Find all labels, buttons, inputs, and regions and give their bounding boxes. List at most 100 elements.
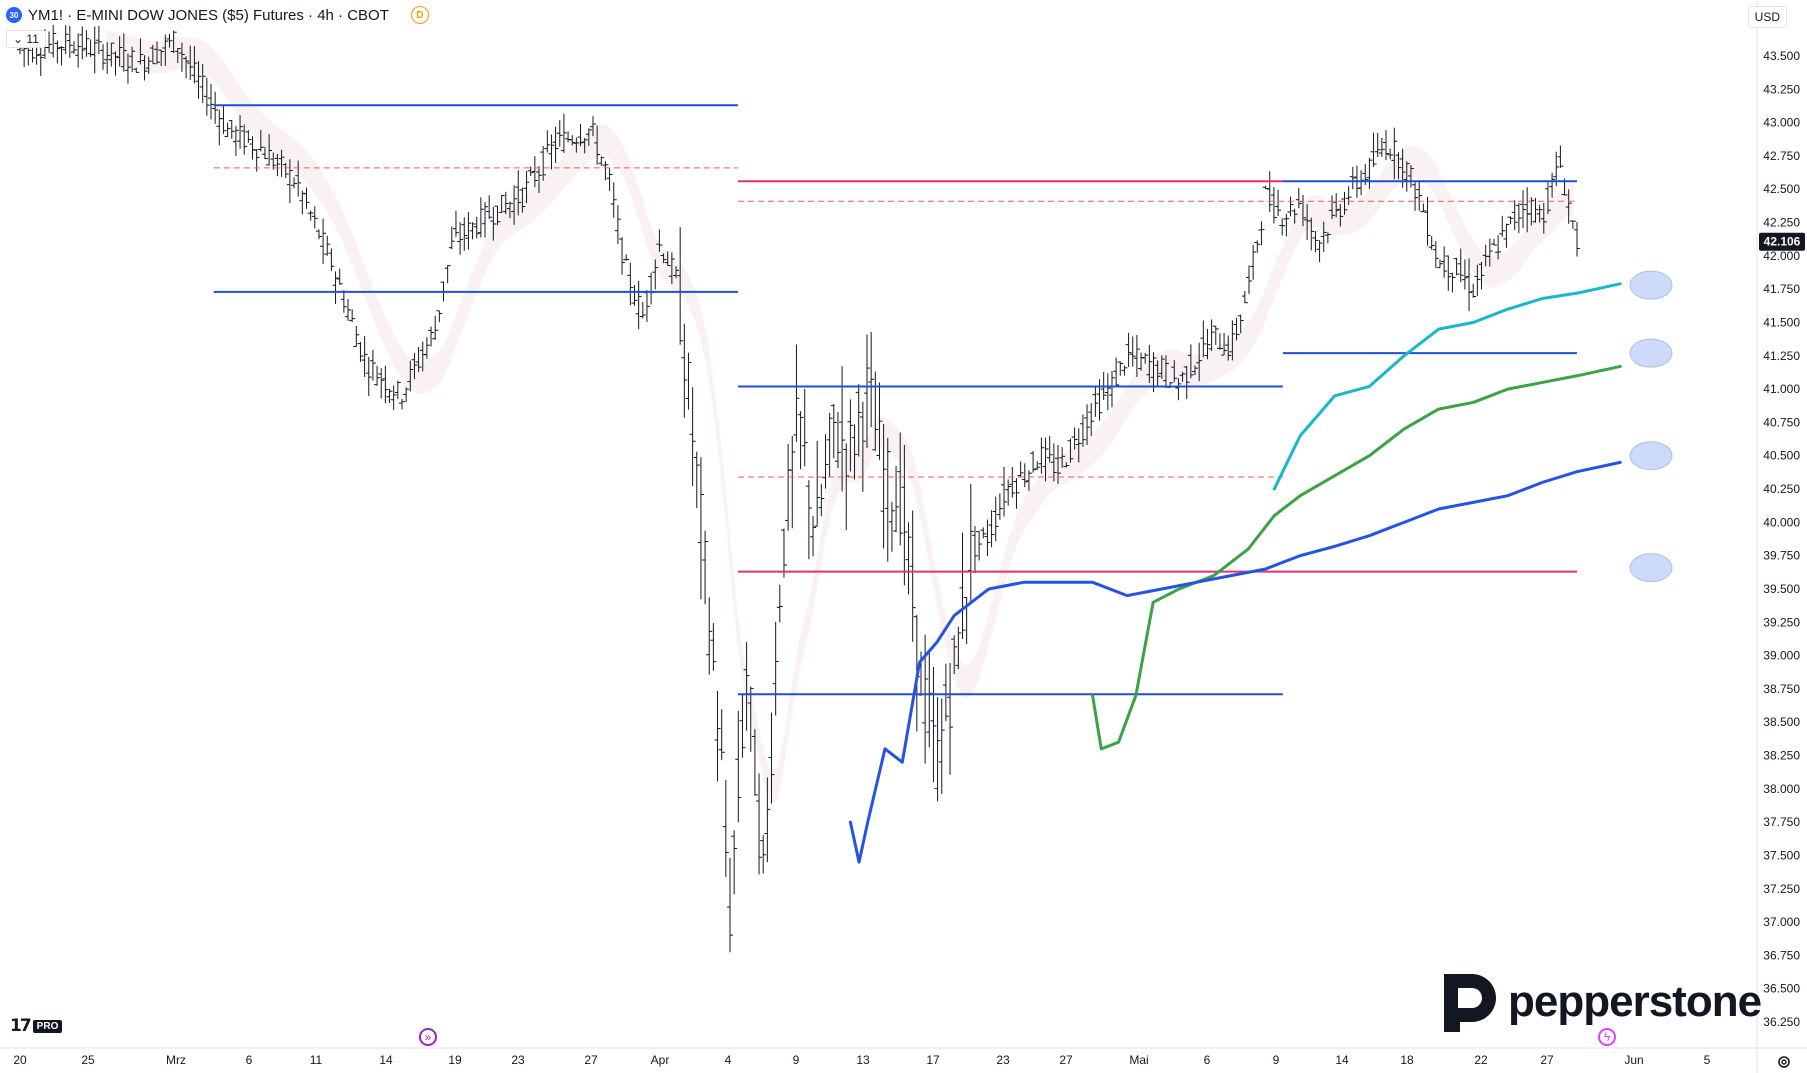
y-tick-label: 41.000	[1763, 382, 1800, 396]
ohlc-bar	[1320, 221, 1327, 252]
ohlc-bar	[1059, 447, 1066, 468]
ohlc-bar	[1540, 202, 1547, 234]
ohlc-bar	[1316, 240, 1323, 263]
ohlc-bar	[357, 341, 364, 362]
ohlc-bar	[569, 135, 576, 146]
ohlc-bar	[673, 266, 680, 279]
ohlc-bar	[710, 623, 717, 671]
ohlc-bar	[1129, 336, 1136, 367]
ohlc-bar	[257, 129, 264, 152]
y-tick-label: 42.250	[1763, 216, 1800, 230]
ohlc-bar	[531, 156, 538, 188]
y-tick-label: 42.750	[1763, 149, 1800, 163]
ohlc-bar	[785, 444, 792, 531]
ohlc-bar	[494, 205, 501, 226]
ohlc-bar	[129, 46, 136, 73]
ohlc-bar	[452, 210, 459, 238]
chart-header: 30 YM1! · E-MINI DOW JONES ($5) Futures …	[6, 6, 429, 24]
level-markers[interactable]	[1629, 270, 1673, 583]
ohlc-bar	[926, 649, 933, 748]
ohlc-bar	[1154, 360, 1161, 388]
ohlc-bar	[170, 30, 177, 53]
horizontal-levels	[213, 104, 1577, 696]
collapse-button[interactable]: ⌄ 11	[6, 30, 46, 48]
ohlc-bar	[648, 272, 655, 305]
x-tick-label: 20	[13, 1053, 27, 1067]
x-tick-label: 25	[81, 1053, 95, 1067]
ohlc-bar	[643, 290, 650, 323]
ohlc-bar	[834, 411, 841, 469]
ohlc-bar	[1192, 365, 1199, 376]
ohlc-bar	[469, 222, 476, 240]
ohlc-bar	[909, 510, 916, 642]
ohlc-bar	[1403, 161, 1410, 192]
ohlc-bar	[349, 309, 356, 323]
session-badge[interactable]: D	[410, 6, 429, 24]
ohlc-bar	[864, 334, 871, 448]
ohlc-bar	[1532, 197, 1539, 223]
ohlc-bar	[79, 26, 86, 60]
currency-button[interactable]: USD	[1747, 6, 1787, 28]
tradingview-logo[interactable]: 17 PRO	[10, 1016, 63, 1036]
goto-realtime-icon[interactable]: »	[419, 1028, 437, 1046]
ohlc-bar	[21, 47, 28, 68]
ohlc-bar	[897, 432, 904, 546]
ohlc-bar	[1449, 272, 1456, 293]
symbol-badge[interactable]: 30	[6, 7, 22, 23]
ohlc-bar	[1407, 165, 1414, 188]
ohlc-bar	[124, 53, 131, 84]
y-tick-label: 37.250	[1763, 882, 1800, 896]
ohlc-bar	[1229, 320, 1236, 361]
ohlc-bar	[685, 352, 692, 410]
price-axis[interactable]: 43.500 43.250 43.000 42.750 42.500 42.250 42.0…	[1756, 0, 1805, 1073]
ohlc-bar	[120, 33, 127, 72]
ohlc-bar	[573, 137, 580, 153]
y-tick-label: 36.500	[1763, 982, 1800, 996]
ohlc-bar	[1370, 132, 1377, 168]
ohlc-bar	[681, 323, 688, 418]
y-tick-label: 39.250	[1763, 615, 1800, 629]
ohlc-bar	[556, 120, 563, 147]
ohlc-bar	[1569, 220, 1576, 229]
x-tick-label: 17	[926, 1053, 940, 1067]
ohlc-bar	[706, 597, 713, 675]
time-axis[interactable]: 20 25 Mrz 6 11 14 19 23 27 Apr 4 9 13 17 23 27 Mai 6 9 14 18…	[0, 1047, 1807, 1067]
ohlc-bar	[486, 195, 493, 219]
ohlc-bar	[324, 235, 331, 256]
ohlc-bar	[996, 493, 1003, 520]
price-bars	[17, 24, 1580, 953]
ohlc-bar	[668, 252, 675, 285]
ohlc-bar	[369, 349, 376, 381]
y-tick-label: 42.000	[1763, 249, 1800, 263]
ohlc-bar	[361, 335, 368, 377]
ohlc-bar	[224, 122, 231, 137]
ohlc-bar	[1171, 360, 1178, 383]
lightning-icon[interactable]: ϟ	[1598, 1028, 1616, 1046]
ohlc-bar	[1254, 240, 1261, 253]
ohlc-bar	[536, 165, 542, 193]
ohlc-bar	[286, 159, 293, 204]
settings-icon[interactable]	[1776, 1054, 1792, 1070]
ohlc-bar	[1295, 187, 1302, 209]
x-tick-label: 23	[511, 1053, 525, 1067]
ohlc-bar	[1071, 427, 1078, 450]
ohlc-bar	[1121, 365, 1128, 376]
ohlc-bar	[270, 152, 277, 170]
ohlc-bar	[365, 356, 372, 397]
ohlc-bar	[75, 33, 82, 68]
chevron-down-icon: ⌄	[13, 32, 24, 46]
ohlc-bar	[589, 116, 596, 137]
ohlc-bar	[1432, 241, 1439, 268]
ohlc-bar	[1428, 236, 1435, 250]
ohlc-bar	[855, 384, 862, 457]
ohlc-bar	[133, 67, 140, 73]
ohlc-bar	[764, 777, 771, 863]
ohlc-bar	[278, 149, 285, 177]
ohlc-bar	[1445, 255, 1452, 291]
ohlc-bar	[1395, 152, 1402, 180]
ohlc-bar	[851, 424, 858, 480]
ohlc-bar	[1424, 196, 1431, 246]
ohlc-bar	[498, 195, 505, 213]
ohlc-bar	[1133, 334, 1140, 377]
